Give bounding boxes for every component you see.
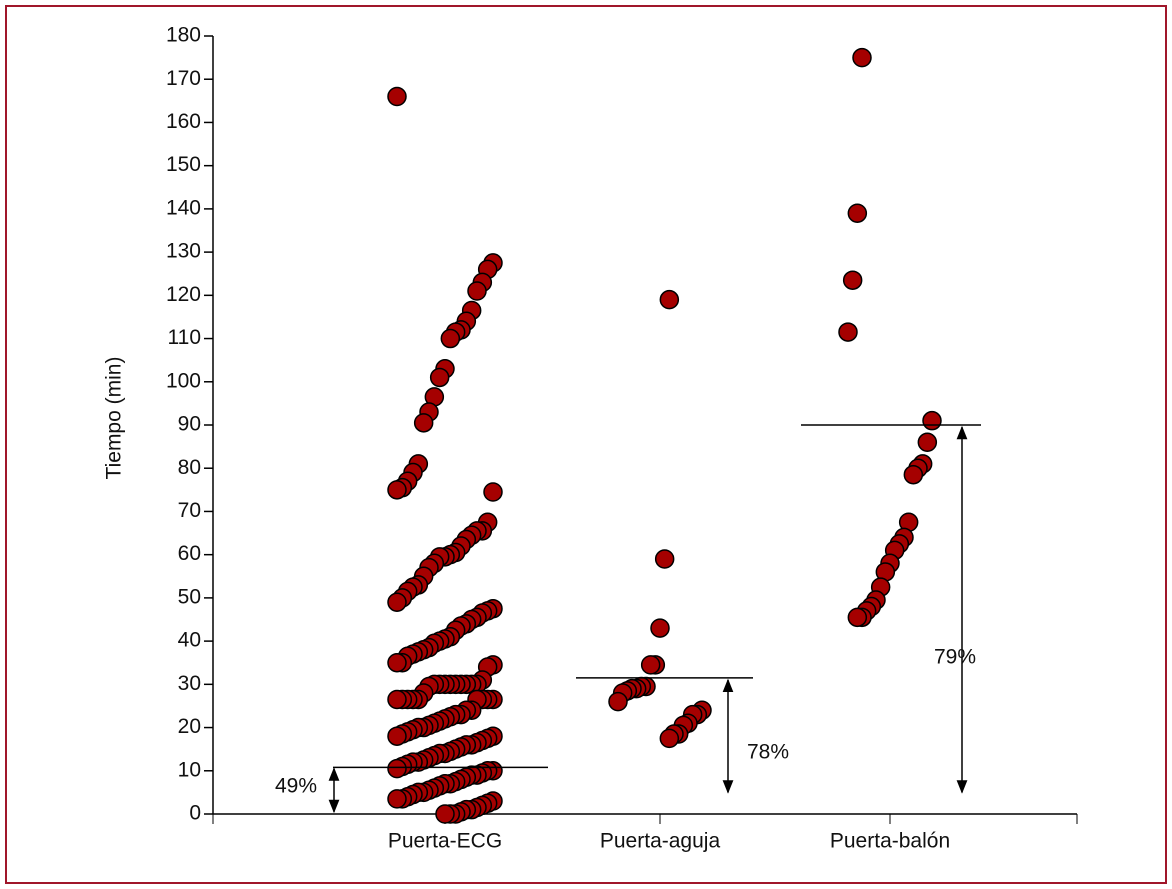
y-tick-label: 50 bbox=[178, 585, 201, 608]
data-point bbox=[838, 322, 858, 342]
data-point bbox=[640, 655, 661, 675]
y-tick-label: 30 bbox=[178, 672, 201, 695]
data-point bbox=[413, 413, 434, 433]
data-point bbox=[435, 804, 455, 824]
y-tick-label: 0 bbox=[189, 802, 201, 825]
data-point bbox=[917, 432, 938, 453]
y-tick-label: 120 bbox=[166, 283, 201, 306]
data-point bbox=[659, 728, 680, 749]
y-tick-label: 130 bbox=[166, 240, 201, 263]
data-point bbox=[654, 549, 675, 569]
data-point bbox=[922, 410, 942, 431]
y-tick-label: 60 bbox=[178, 542, 201, 565]
y-tick-label: 140 bbox=[166, 196, 201, 219]
data-point bbox=[387, 652, 407, 673]
y-tick-label: 10 bbox=[178, 758, 201, 781]
data-point bbox=[387, 592, 407, 612]
data-point bbox=[903, 464, 924, 485]
data-point bbox=[650, 618, 670, 638]
y-tick-label: 160 bbox=[166, 110, 201, 133]
y-tick-label: 20 bbox=[178, 715, 201, 738]
y-tick-label: 170 bbox=[166, 67, 201, 90]
data-point bbox=[387, 480, 407, 500]
y-tick-label: 100 bbox=[166, 369, 201, 392]
data-point bbox=[387, 86, 407, 107]
x-tick-label: Puerta-ECG bbox=[388, 830, 502, 853]
y-tick-label: 90 bbox=[178, 413, 201, 436]
annotation-label: 79% bbox=[934, 646, 976, 669]
data-point bbox=[842, 270, 863, 290]
data-point bbox=[608, 691, 628, 712]
y-tick-label: 80 bbox=[178, 456, 201, 479]
y-tick-label: 70 bbox=[178, 499, 201, 522]
annotation-label: 49% bbox=[275, 775, 317, 798]
data-point bbox=[483, 482, 503, 502]
data-point bbox=[852, 47, 872, 68]
annotation-label: 78% bbox=[747, 741, 789, 764]
data-point bbox=[440, 328, 461, 349]
data-point bbox=[429, 367, 450, 388]
data-point bbox=[387, 758, 407, 779]
x-tick-label: Puerta-balón bbox=[830, 830, 950, 853]
y-tick-label: 40 bbox=[178, 629, 201, 652]
y-tick-label: 110 bbox=[168, 326, 201, 349]
data-point bbox=[467, 281, 487, 301]
data-point bbox=[847, 607, 868, 628]
frame bbox=[5, 5, 1167, 884]
data-point bbox=[387, 689, 407, 710]
data-point bbox=[847, 203, 868, 223]
y-axis-label: Tiempo (min) bbox=[103, 357, 126, 480]
data-point bbox=[387, 726, 407, 746]
y-tick-label: 150 bbox=[166, 153, 201, 176]
data-point bbox=[387, 789, 407, 809]
y-tick-label: 180 bbox=[166, 24, 201, 47]
x-tick-label: Puerta-aguja bbox=[600, 830, 721, 853]
data-point bbox=[659, 289, 680, 310]
